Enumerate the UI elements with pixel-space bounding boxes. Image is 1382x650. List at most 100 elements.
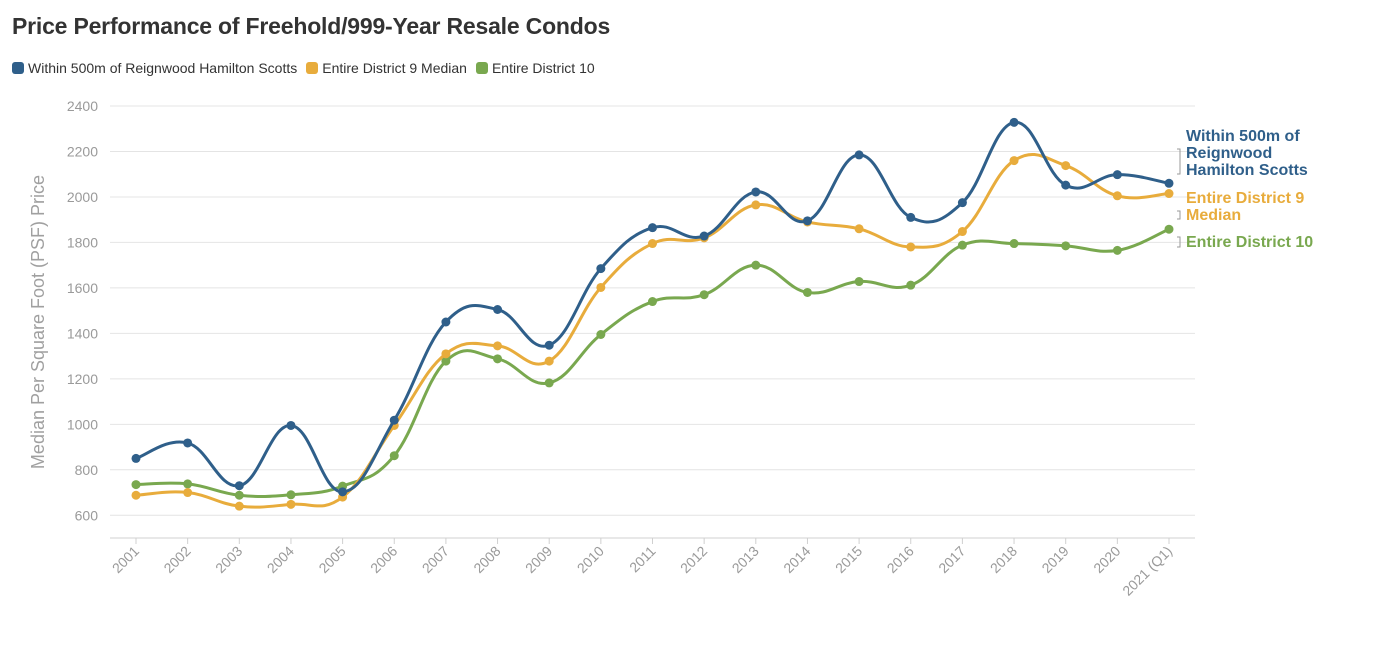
data-point-s2-2019[interactable] bbox=[1061, 161, 1071, 171]
x-tick-label-13: 2014 bbox=[780, 543, 813, 576]
data-point-s3-2020[interactable] bbox=[1112, 245, 1122, 255]
data-point-s1-2003[interactable] bbox=[234, 481, 244, 491]
data-point-s1-2004[interactable] bbox=[286, 420, 296, 430]
data-point-s2-2013[interactable] bbox=[751, 200, 761, 210]
data-point-s3-2021-Q1-[interactable] bbox=[1164, 224, 1174, 234]
chart-title: Price Performance of Freehold/999-Year R… bbox=[12, 13, 611, 39]
data-point-s3-2016[interactable] bbox=[906, 280, 916, 290]
y-tick-label-1600: 1600 bbox=[67, 280, 98, 296]
data-point-s1-2013[interactable] bbox=[751, 187, 761, 197]
data-point-s3-2017[interactable] bbox=[957, 240, 967, 250]
x-tick-label-17: 2018 bbox=[987, 543, 1020, 576]
data-point-s1-2021-Q1-[interactable] bbox=[1164, 178, 1174, 188]
data-point-s1-2001[interactable] bbox=[131, 453, 141, 463]
legend-item-series-1[interactable]: Within 500m of Reignwood Hamilton Scotts bbox=[12, 60, 297, 76]
data-point-s1-2008[interactable] bbox=[493, 304, 503, 314]
end-label-series-3: Entire District 10 bbox=[1177, 234, 1313, 251]
data-point-s2-2018[interactable] bbox=[1009, 156, 1019, 166]
data-point-s2-2015[interactable] bbox=[854, 224, 864, 234]
data-point-s1-2007[interactable] bbox=[441, 317, 451, 327]
data-point-s2-2010[interactable] bbox=[596, 282, 606, 292]
grid-lines bbox=[110, 105, 1195, 516]
legend-item-series-2[interactable]: Entire District 9 Median bbox=[306, 60, 467, 76]
data-point-s1-2006[interactable] bbox=[389, 415, 399, 425]
x-tick-label-15: 2016 bbox=[884, 543, 917, 576]
x-tick-label-12: 2013 bbox=[729, 543, 762, 576]
data-point-s3-2012[interactable] bbox=[699, 290, 709, 300]
y-tick-label-800: 800 bbox=[75, 462, 99, 478]
data-point-s1-2011[interactable] bbox=[648, 223, 657, 233]
data-point-s2-2004[interactable] bbox=[286, 499, 296, 509]
data-point-s3-2006[interactable] bbox=[389, 451, 399, 461]
data-point-s1-2002[interactable] bbox=[183, 438, 193, 448]
data-point-s1-2005[interactable] bbox=[338, 487, 348, 497]
data-point-s3-2001[interactable] bbox=[131, 480, 141, 490]
data-point-s2-2007[interactable] bbox=[441, 349, 451, 359]
series-lines bbox=[131, 117, 1174, 511]
series-1 bbox=[131, 117, 1174, 497]
legend-swatch-series-2 bbox=[306, 62, 319, 74]
data-point-s2-2003[interactable] bbox=[234, 501, 244, 511]
legend-item-series-3[interactable]: Entire District 10 bbox=[475, 60, 595, 76]
legend: Within 500m of Reignwood Hamilton Scotts… bbox=[12, 60, 604, 76]
data-point-s2-2020[interactable] bbox=[1112, 191, 1122, 201]
x-tick-label-9: 2010 bbox=[574, 543, 607, 576]
legend-swatch-series-1 bbox=[12, 62, 24, 74]
x-tick-label-4: 2005 bbox=[315, 543, 348, 576]
data-point-s3-2015[interactable] bbox=[854, 277, 864, 287]
series-line-1 bbox=[134, 120, 1171, 494]
x-tick-label-2: 2003 bbox=[212, 543, 245, 576]
y-tick-label-1200: 1200 bbox=[67, 371, 98, 387]
data-point-s2-2002[interactable] bbox=[183, 488, 193, 498]
x-tick-label-3: 2004 bbox=[264, 543, 297, 576]
data-point-s1-2020[interactable] bbox=[1112, 170, 1122, 180]
data-point-s3-2019[interactable] bbox=[1061, 241, 1071, 251]
data-point-s3-2008[interactable] bbox=[493, 354, 503, 364]
data-point-s3-2010[interactable] bbox=[596, 330, 606, 340]
data-point-s3-2002[interactable] bbox=[183, 479, 193, 489]
end-label-line-2-1: Entire District 9 bbox=[1186, 190, 1304, 207]
data-point-s3-2011[interactable] bbox=[648, 297, 657, 307]
data-point-s3-2007[interactable] bbox=[441, 356, 451, 366]
data-point-s1-2017[interactable] bbox=[957, 198, 967, 208]
series-line-2 bbox=[134, 152, 1171, 509]
y-axis-title: Median Per Square Foot (PSF) Price bbox=[28, 175, 48, 469]
x-tick-label-19: 2020 bbox=[1090, 543, 1123, 576]
data-point-s1-2018[interactable] bbox=[1009, 117, 1019, 127]
data-point-s2-2009[interactable] bbox=[544, 356, 554, 366]
data-point-s1-2014[interactable] bbox=[802, 216, 812, 226]
data-point-s3-2004[interactable] bbox=[286, 490, 296, 500]
x-tick-label-18: 2019 bbox=[1038, 543, 1071, 576]
end-label-line-2-2: Median bbox=[1186, 207, 1241, 224]
x-tick-label-6: 2007 bbox=[419, 543, 452, 576]
x-tick-label-7: 2008 bbox=[470, 543, 503, 576]
end-label-line-3-1: Entire District 10 bbox=[1186, 234, 1313, 251]
data-point-s3-2018[interactable] bbox=[1009, 239, 1019, 249]
data-point-s3-2014[interactable] bbox=[802, 287, 812, 297]
y-tick-label-1800: 1800 bbox=[67, 234, 98, 250]
data-point-s1-2010[interactable] bbox=[596, 264, 606, 274]
end-label-bracket-3 bbox=[1177, 236, 1181, 248]
data-point-s2-2017[interactable] bbox=[957, 227, 967, 237]
x-tick-label-8: 2009 bbox=[522, 543, 555, 576]
data-point-s2-2008[interactable] bbox=[493, 341, 503, 351]
series-2 bbox=[131, 152, 1174, 511]
data-point-s1-2015[interactable] bbox=[854, 150, 864, 160]
data-point-s3-2009[interactable] bbox=[544, 378, 554, 388]
data-point-s1-2019[interactable] bbox=[1061, 180, 1071, 190]
data-point-s3-2013[interactable] bbox=[751, 260, 761, 270]
data-point-s2-2011[interactable] bbox=[648, 239, 657, 249]
x-tick-label-1: 2002 bbox=[160, 543, 193, 576]
data-point-s1-2009[interactable] bbox=[544, 340, 554, 350]
y-tick-label-2200: 2200 bbox=[67, 143, 98, 159]
data-point-s1-2012[interactable] bbox=[699, 231, 709, 241]
legend-label-series-2: Entire District 9 Median bbox=[322, 60, 467, 76]
data-point-s2-2021-Q1-[interactable] bbox=[1164, 189, 1174, 199]
data-point-s2-2016[interactable] bbox=[906, 242, 916, 252]
data-point-s3-2003[interactable] bbox=[234, 490, 244, 500]
y-tick-label-1400: 1400 bbox=[67, 325, 98, 341]
end-label-line-1-1: Within 500m of bbox=[1186, 128, 1300, 145]
data-point-s2-2001[interactable] bbox=[131, 490, 141, 500]
legend-label-series-1: Within 500m of Reignwood Hamilton Scotts bbox=[28, 60, 298, 76]
data-point-s1-2016[interactable] bbox=[906, 212, 916, 222]
